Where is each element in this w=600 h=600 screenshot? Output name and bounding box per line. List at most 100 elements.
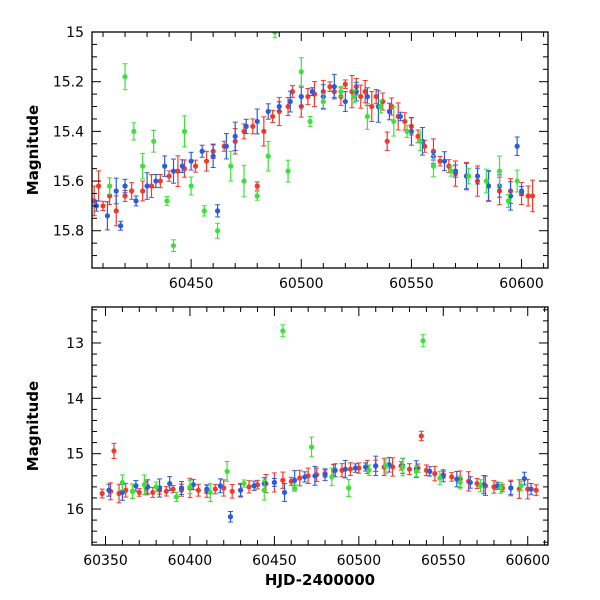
data-point — [406, 466, 413, 472]
data-point — [104, 213, 111, 219]
data-point — [342, 98, 348, 105]
plot-frame — [91, 31, 549, 269]
data-point — [210, 153, 216, 159]
data-point — [332, 467, 338, 473]
data-point — [358, 93, 364, 100]
data-point — [207, 489, 213, 496]
data-point — [241, 178, 247, 184]
data-point — [369, 103, 375, 110]
data-point — [302, 474, 308, 480]
data-point — [148, 183, 155, 189]
data-point — [391, 118, 397, 125]
data-point — [181, 128, 188, 134]
data-point — [122, 183, 128, 189]
data-point — [229, 488, 235, 494]
data-point — [454, 476, 460, 482]
data-point — [254, 193, 260, 199]
data-point — [167, 480, 173, 487]
data-point — [363, 464, 369, 470]
data-point — [518, 188, 525, 194]
data-point — [261, 487, 267, 493]
x-tick-label: 60550 — [421, 553, 466, 569]
data-point — [386, 108, 392, 115]
data-point — [164, 198, 170, 204]
x-tick-label: 60600 — [505, 553, 550, 569]
data-point — [417, 138, 423, 144]
series-1 — [106, 455, 534, 523]
data-point — [400, 464, 406, 470]
data-point — [437, 475, 443, 481]
data-point — [203, 158, 210, 164]
data-point — [483, 178, 489, 184]
data-point — [525, 193, 531, 199]
data-point — [170, 243, 177, 249]
x-tick-label: 60450 — [169, 276, 214, 292]
data-point — [373, 463, 379, 469]
x-tick-label: 60500 — [337, 553, 382, 569]
plot-frame — [91, 306, 549, 546]
data-point — [163, 488, 169, 494]
data-point — [320, 98, 326, 105]
data-point — [305, 93, 311, 100]
data-point — [474, 173, 481, 179]
y-tick-label: 15.2 — [53, 75, 84, 91]
data-point — [449, 474, 455, 480]
data-point — [199, 148, 205, 154]
data-points — [92, 32, 536, 252]
x-tick-label: 60600 — [499, 276, 544, 292]
data-point — [308, 444, 315, 450]
data-point — [457, 479, 463, 486]
data-point — [533, 487, 539, 493]
data-point — [338, 89, 344, 95]
y-tick-label: 13 — [66, 336, 84, 352]
data-point — [214, 228, 221, 234]
data-point — [113, 208, 119, 214]
data-point — [498, 485, 504, 491]
data-point — [106, 487, 112, 493]
data-point — [496, 168, 503, 174]
data-point — [373, 93, 379, 100]
y-tick-label: 15 — [66, 447, 84, 463]
data-point — [175, 168, 181, 174]
data-point — [179, 163, 185, 169]
series-0 — [92, 75, 536, 227]
data-point — [342, 81, 348, 87]
data-point — [243, 123, 249, 129]
data-point — [192, 163, 199, 169]
x-tick-label: 60450 — [252, 553, 297, 569]
data-point — [129, 488, 136, 494]
data-point — [224, 468, 230, 474]
data-point — [352, 465, 359, 471]
data-point — [529, 193, 536, 199]
data-point — [107, 183, 113, 189]
data-point — [280, 477, 286, 483]
data-point — [347, 466, 353, 472]
x-tick-label: 60350 — [83, 553, 128, 569]
data-point — [297, 475, 303, 481]
data-point — [111, 448, 117, 454]
data-point — [122, 193, 128, 199]
data-point — [397, 113, 404, 120]
data-point — [285, 168, 291, 174]
data-point — [404, 128, 410, 134]
data-point — [467, 479, 473, 486]
data-point — [331, 84, 337, 90]
data-point — [227, 514, 234, 520]
data-point — [140, 163, 146, 169]
data-point — [420, 338, 426, 344]
data-point — [366, 467, 372, 473]
data-point — [162, 163, 168, 169]
data-point — [173, 494, 180, 500]
data-point — [292, 477, 298, 483]
data-point — [452, 168, 459, 174]
data-point — [466, 173, 472, 179]
data-point — [153, 178, 159, 184]
data-point — [281, 489, 288, 496]
data-point — [96, 183, 102, 189]
data-point — [309, 89, 315, 95]
data-point — [223, 143, 229, 149]
data-point — [166, 173, 172, 179]
data-point — [342, 466, 348, 472]
data-point — [251, 483, 257, 489]
data-point — [195, 487, 201, 493]
